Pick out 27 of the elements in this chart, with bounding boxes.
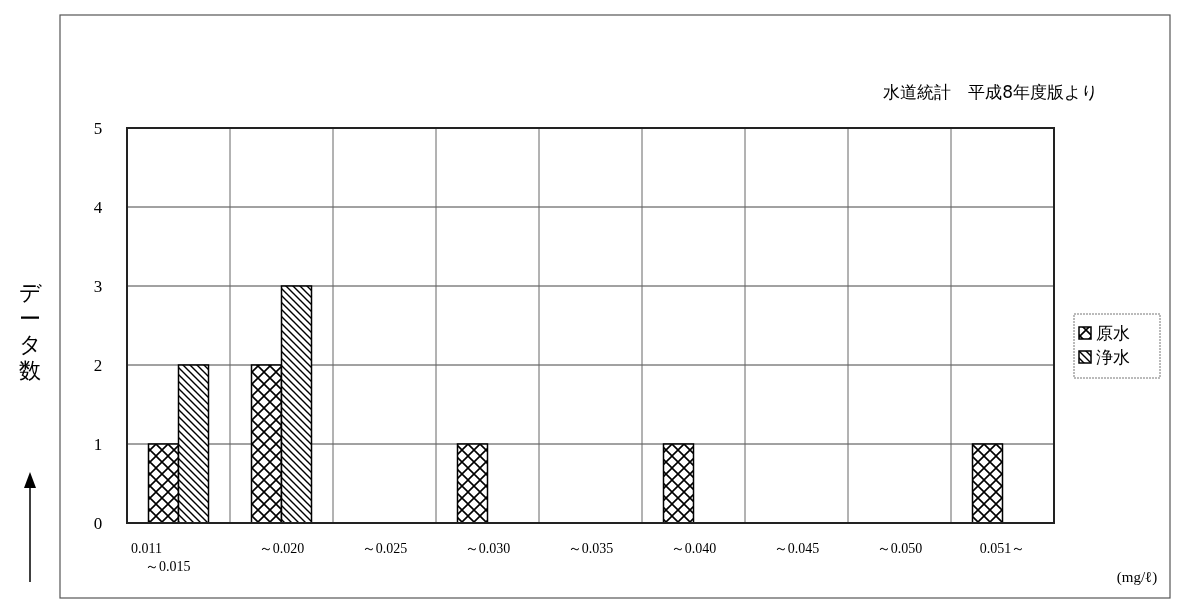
x-tick-label: ～0.045 — [773, 541, 820, 556]
y-tick-label: 1 — [93, 435, 103, 454]
bar — [662, 443, 695, 524]
y-tick-label: 0 — [93, 514, 103, 533]
y-tick-label: 5 — [93, 119, 103, 138]
text: 水道統計 平成8年度版より — [883, 82, 1098, 102]
x-tick-label: 0.051～ — [979, 541, 1026, 556]
x-tick-label: ～0.035 — [567, 541, 614, 556]
bar — [250, 364, 283, 524]
legend-label: 浄水 — [1096, 347, 1130, 367]
x-tick-label: ～0.040 — [670, 541, 717, 556]
x-tick-label: ～0.030 — [464, 541, 511, 556]
x-tick-label: 0.011 ～0.015 — [131, 541, 191, 574]
y-axis-title: データ数 — [18, 280, 42, 383]
y-tick-label: 2 — [93, 356, 103, 375]
y-tick-label: 4 — [93, 198, 103, 217]
x-tick-label: ～0.025 — [361, 541, 408, 556]
bar — [147, 443, 180, 524]
y-tick-label: 3 — [93, 277, 103, 296]
legend-label: 原水 — [1096, 323, 1130, 343]
x-tick-label: ～0.020 — [258, 541, 305, 556]
bar — [456, 443, 489, 524]
x-axis-title: (mg/ℓ) — [1116, 569, 1158, 586]
bar — [177, 364, 210, 524]
bar — [971, 443, 1004, 524]
x-tick-label: ～0.050 — [876, 541, 923, 556]
bar — [280, 285, 313, 524]
